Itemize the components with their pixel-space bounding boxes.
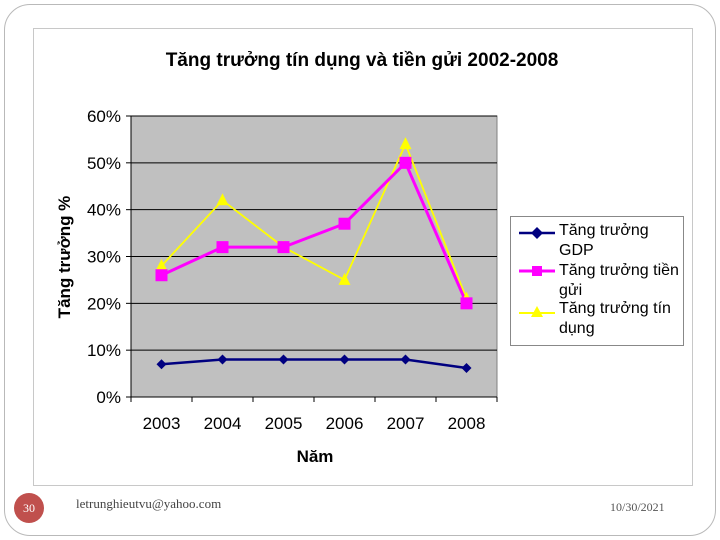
data-point (216, 241, 229, 254)
data-point (339, 354, 350, 365)
data-point (155, 269, 168, 282)
legend-marker-diamond-icon (519, 227, 555, 239)
x-tick-label: 2006 (326, 414, 364, 433)
data-point (460, 297, 473, 310)
x-tick-label: 2008 (448, 414, 486, 433)
y-tick-label: 60% (87, 107, 121, 126)
x-tick-label: 2007 (387, 414, 425, 433)
legend-label-deposit: Tăng trưởng tiền gửi (559, 262, 679, 299)
y-tick-label: 30% (87, 248, 121, 267)
legend-label-credit: Tăng trưởng tín dụng (559, 300, 671, 337)
legend-item-deposit: Tăng trưởng tiền gửi (517, 261, 685, 299)
footer-date: 10/30/2021 (610, 500, 665, 514)
data-point (155, 258, 168, 271)
data-point (461, 362, 472, 373)
series-line (161, 358, 467, 370)
data-point (217, 354, 228, 365)
y-tick-label: 50% (87, 154, 121, 173)
data-point (400, 354, 411, 365)
chart-legend: Tăng trưởng GDP Tăng trưởng tiền gửi Tăn… (510, 216, 684, 346)
y-axis-label: Tăng trưởng % (55, 196, 74, 319)
legend-item-gdp: Tăng trưởng GDP (517, 221, 685, 259)
y-tick-label: 20% (87, 294, 121, 313)
data-point (156, 359, 167, 370)
data-point (338, 217, 351, 230)
x-tick-label: 2003 (143, 414, 181, 433)
footer-email: letrunghieutvu@yahoo.com (76, 496, 222, 511)
legend-marker-square-icon (519, 266, 555, 276)
y-tick-label: 40% (87, 201, 121, 220)
chart-title: Tăng trưởng tín dụng và tiền gửi 2002-20… (166, 50, 559, 71)
legend-label-gdp: Tăng trưởng GDP (559, 222, 649, 259)
data-point (278, 354, 289, 365)
data-point (216, 193, 229, 206)
data-point (338, 272, 351, 285)
slide-number-badge: 30 (14, 493, 44, 523)
series-line (160, 141, 468, 299)
data-point (399, 137, 412, 150)
y-tick-label: 10% (87, 341, 121, 360)
data-point (399, 156, 412, 169)
legend-item-credit: Tăng trưởng tín dụng (517, 299, 685, 337)
y-tick-label: 0% (96, 388, 121, 407)
x-axis-label: Năm (297, 447, 334, 466)
x-tick-label: 2004 (204, 414, 242, 433)
legend-marker-triangle-icon (519, 306, 555, 317)
data-point (277, 241, 290, 254)
x-tick-label: 2005 (265, 414, 303, 433)
series-line (160, 160, 468, 304)
